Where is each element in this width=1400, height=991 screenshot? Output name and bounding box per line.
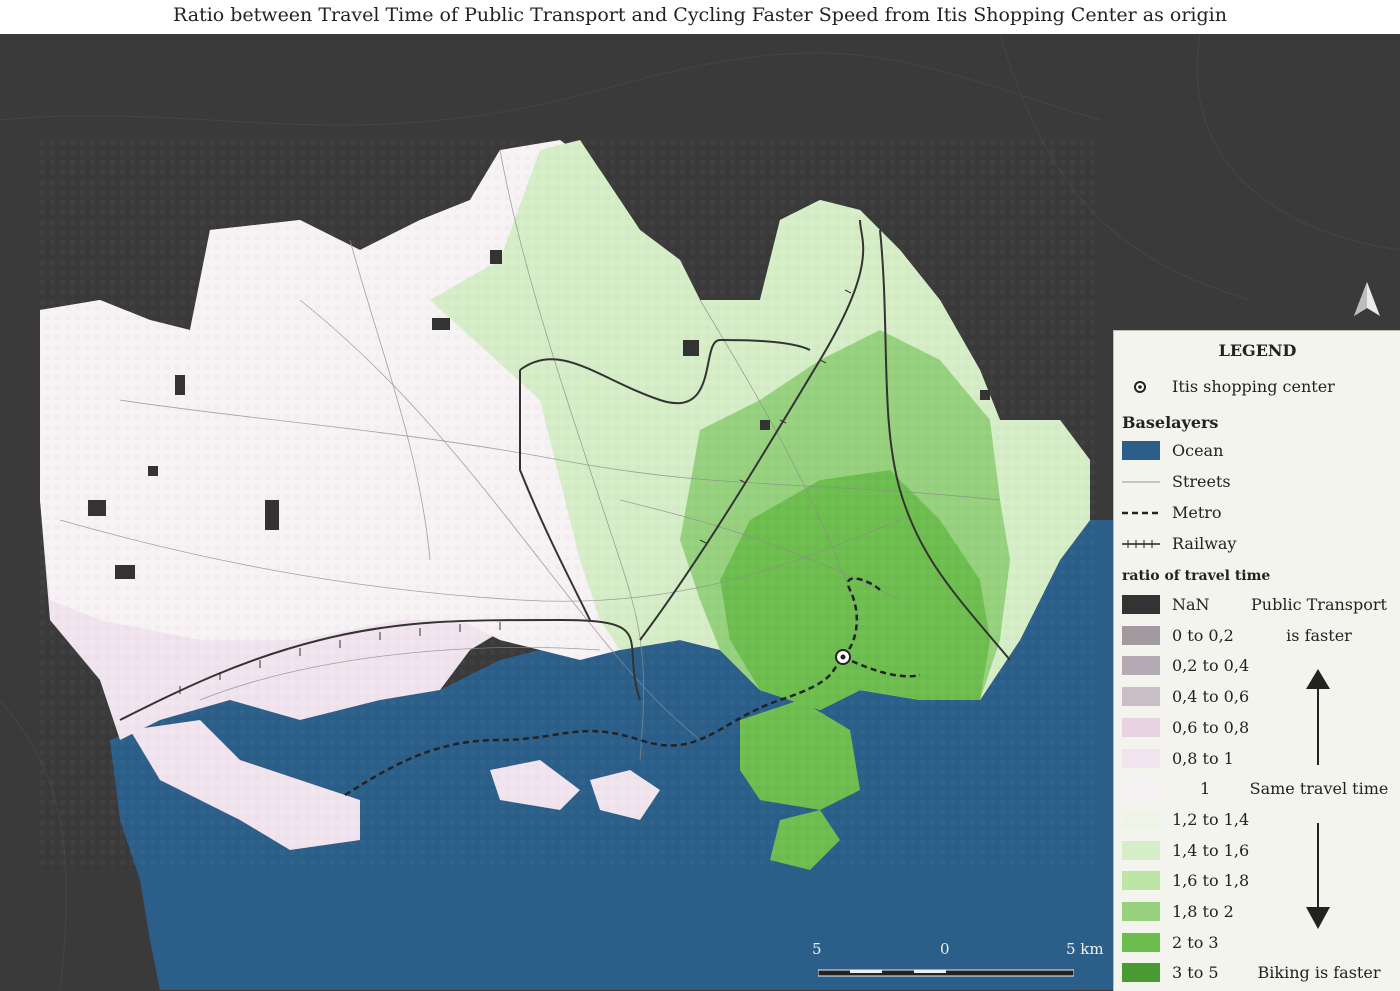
legend-origin-label: Itis shopping center xyxy=(1172,377,1335,396)
legend-label-streets: Streets xyxy=(1172,472,1231,491)
arrow-down-icon xyxy=(1306,823,1330,929)
itis-origin-marker xyxy=(835,649,851,665)
scale-bar-graphic xyxy=(818,969,1074,977)
ratio-class-label: 0,4 to 0,6 xyxy=(1172,687,1250,707)
streets xyxy=(59,149,1001,761)
ratio-class-label: 0,2 to 0,4 xyxy=(1172,656,1250,676)
scale-bar: 5 0 5 km xyxy=(810,940,1110,980)
ratio-class-swatch xyxy=(1122,687,1160,707)
metro-line-icon xyxy=(1122,511,1160,515)
ratio-class-label: 0 to 0,2 xyxy=(1172,625,1234,645)
ratio-class-swatch xyxy=(1122,595,1160,614)
scale-mid-label: 0 xyxy=(940,940,950,958)
ratio-class-swatch xyxy=(1122,932,1160,952)
ratio-class-label: 1,4 to 1,6 xyxy=(1172,840,1250,860)
ratio-class-label: 1,6 to 1,8 xyxy=(1172,871,1250,891)
title-bar: Ratio between Travel Time of Public Tran… xyxy=(0,0,1400,34)
note-pt-line1: Public Transport xyxy=(1251,595,1387,614)
ratio-class-label: 1,2 to 1,4 xyxy=(1172,809,1250,829)
raster-texture xyxy=(40,140,1100,870)
ratio-class-swatch xyxy=(1122,963,1160,983)
railway-lines xyxy=(119,219,1011,721)
street-line-icon xyxy=(1122,481,1160,483)
north-arrow-icon xyxy=(1354,282,1380,316)
ratio-class-label: 2 to 3 xyxy=(1172,932,1219,952)
ratio-class-label: 3 to 5 xyxy=(1172,963,1219,983)
scale-right-label: 5 km xyxy=(1066,940,1104,958)
ratio-class-swatch xyxy=(1122,809,1160,829)
scale-left-label: 5 xyxy=(812,940,822,958)
legend-title: LEGEND xyxy=(1218,341,1297,360)
ratio-class-swatch xyxy=(1122,625,1160,645)
arrow-up-icon xyxy=(1306,669,1330,765)
map-canvas[interactable] xyxy=(0,34,1400,990)
note-bike: Biking is faster xyxy=(1257,963,1381,982)
note-same: Same travel time xyxy=(1249,779,1389,798)
legend-label-metro: Metro xyxy=(1172,503,1222,522)
ratio-class-swatch xyxy=(1122,871,1160,891)
legend-panel: LEGEND Itis shopping center Baselayers O… xyxy=(1113,330,1400,991)
origin-marker-icon xyxy=(1134,381,1146,393)
railway-ticks xyxy=(179,289,852,694)
ratio-class-label: 1,8 to 2 xyxy=(1172,902,1234,921)
ratio-class-label: 0,8 to 1 xyxy=(1172,748,1234,768)
ratio-class-swatch xyxy=(1122,902,1160,921)
map-svg xyxy=(0,34,1400,990)
legend-label-ocean: Ocean xyxy=(1172,441,1224,460)
ratio-class-label: 0,6 to 0,8 xyxy=(1172,717,1250,737)
map-title: Ratio between Travel Time of Public Tran… xyxy=(173,4,1227,26)
metro-lines xyxy=(344,577,921,797)
ocean-swatch xyxy=(1122,441,1160,460)
ratio-class-label: NaN xyxy=(1172,595,1210,614)
ratio-heading: ratio of travel time xyxy=(1122,568,1271,584)
ratio-class-swatch xyxy=(1122,840,1160,860)
railway-line-icon xyxy=(1122,540,1160,548)
baselayers-heading: Baselayers xyxy=(1122,413,1219,432)
ratio-class-swatch xyxy=(1122,656,1160,676)
ratio-class-label: 1 xyxy=(1200,779,1211,799)
note-pt-line2: is faster xyxy=(1286,626,1352,645)
legend-label-railway: Railway xyxy=(1172,534,1237,553)
ratio-class-swatch xyxy=(1122,748,1160,768)
ratio-class-swatch xyxy=(1122,779,1160,799)
ratio-class-swatch xyxy=(1122,717,1160,737)
nan-cells xyxy=(88,250,990,579)
